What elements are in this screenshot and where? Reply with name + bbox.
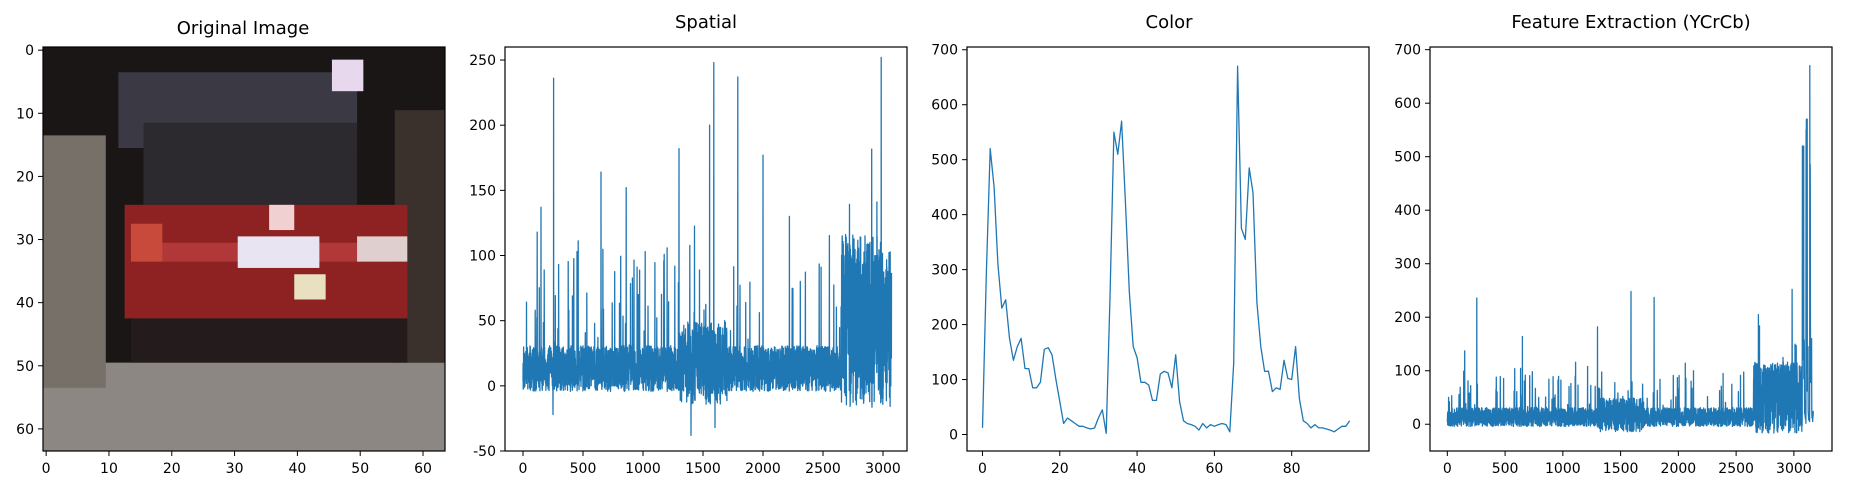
feature-y-tick-label: 400 xyxy=(1394,203,1421,219)
image-frame xyxy=(42,46,446,452)
feature-series-line xyxy=(1446,65,1814,434)
color-y-tick-label: 100 xyxy=(931,373,958,389)
color-y-tick-label: 0 xyxy=(949,428,958,444)
spatial-axes-frame xyxy=(504,46,908,452)
feature-y-tick-label: 100 xyxy=(1394,364,1421,380)
image-rear-window xyxy=(143,122,358,205)
image-y-tick-label: 10 xyxy=(16,106,34,122)
feature-y-tick-label: 500 xyxy=(1394,150,1421,166)
image-road xyxy=(43,362,445,451)
image-left-taillight xyxy=(130,223,163,262)
image-license-plate xyxy=(237,236,320,268)
car-thumbnail xyxy=(43,47,445,451)
spatial-y-tick-label: 150 xyxy=(469,183,496,199)
image-top-glare xyxy=(331,59,364,92)
spatial-x-tick-label: 2500 xyxy=(805,461,841,477)
spatial-y-tick-label: 250 xyxy=(469,53,496,69)
color-y-tick-label: 700 xyxy=(931,43,958,59)
image-axis-ticks: 0 10 20 30 40 50 60 0 10 20 30 40 50 60 xyxy=(16,43,432,477)
image-y-tick-label: 50 xyxy=(16,359,34,375)
image-bumper xyxy=(130,318,408,363)
image-y-tick-label: 0 xyxy=(25,43,34,59)
spatial-plot: 0 500 1000 1500 2000 2500 3000 -50 0 50 100 150 200 2… xyxy=(469,46,908,477)
feature-x-tick-label: 1500 xyxy=(1603,461,1639,477)
image-x-tick-label: 60 xyxy=(414,461,432,477)
spatial-x-tick-label: 1500 xyxy=(685,461,721,477)
feature-x-tick-label: 3000 xyxy=(1776,461,1812,477)
panel-feature-extraction: Feature Extraction (YCrCb) 0 500 1000 1500 2… xyxy=(1394,12,1833,477)
feature-y-tick-label: 200 xyxy=(1394,310,1421,326)
feature-axes-frame xyxy=(1429,46,1833,452)
panel-title-original-image: Original Image xyxy=(177,18,310,39)
image-x-tick-label: 10 xyxy=(100,461,118,477)
image-light-reflection xyxy=(269,204,295,231)
color-y-tick-label: 200 xyxy=(931,318,958,334)
panel-title-spatial: Spatial xyxy=(675,12,737,33)
color-y-tick-label: 600 xyxy=(931,98,958,114)
feature-x-tick-label: 0 xyxy=(1443,461,1452,477)
image-right-taillight xyxy=(357,236,408,262)
color-x-tick-label: 20 xyxy=(1051,461,1069,477)
panel-original-image: Original Image 0 10 20 30 40 50 60 0 10 20 30 40 50 6… xyxy=(16,18,446,477)
image-lower-glare xyxy=(294,274,326,300)
spatial-y-tick-label: 50 xyxy=(478,314,496,330)
color-y-tick-label: 300 xyxy=(931,263,958,279)
feature-x-tick-label: 500 xyxy=(1492,461,1519,477)
color-x-tick-label: 40 xyxy=(1128,461,1146,477)
feature-y-tick-label: 600 xyxy=(1394,96,1421,112)
spatial-series-line xyxy=(522,56,893,437)
feature-y-tick-label: 700 xyxy=(1394,43,1421,59)
spatial-x-tick-label: 0 xyxy=(519,461,528,477)
spatial-y-tick-label: 200 xyxy=(469,118,496,134)
feature-y-tick-label: 0 xyxy=(1412,417,1421,433)
image-x-tick-label: 0 xyxy=(42,461,51,477)
image-left-bg xyxy=(43,135,106,388)
image-x-tick-label: 40 xyxy=(288,461,306,477)
spatial-x-tick-label: 3000 xyxy=(865,461,901,477)
feature-x-tick-label: 2000 xyxy=(1661,461,1697,477)
image-y-tick-label: 40 xyxy=(16,296,34,312)
image-y-tick-label: 30 xyxy=(16,233,34,249)
panel-title-color: Color xyxy=(1146,12,1194,33)
color-series-line xyxy=(981,65,1351,435)
image-y-tick-label: 60 xyxy=(16,422,34,438)
spatial-y-tick-label: 0 xyxy=(487,379,496,395)
spatial-x-tick-label: 2000 xyxy=(745,461,781,477)
color-x-tick-label: 80 xyxy=(1283,461,1301,477)
color-axes-frame xyxy=(966,46,1370,452)
spatial-x-tick-label: 1000 xyxy=(625,461,661,477)
color-y-tick-label: 400 xyxy=(931,208,958,224)
image-x-tick-label: 50 xyxy=(351,461,369,477)
feature-x-tick-label: 2500 xyxy=(1718,461,1754,477)
color-x-tick-label: 60 xyxy=(1205,461,1223,477)
color-plot: 0 20 40 60 80 0 100 200 300 400 500 600 700 xyxy=(931,43,1370,477)
panel-title-feature-extraction: Feature Extraction (YCrCb) xyxy=(1511,12,1750,33)
image-x-tick-label: 20 xyxy=(163,461,181,477)
spatial-y-tick-label: 100 xyxy=(469,249,496,265)
color-y-tick-label: 500 xyxy=(931,153,958,169)
feature-x-tick-label: 1000 xyxy=(1545,461,1581,477)
feature-y-tick-label: 300 xyxy=(1394,257,1421,273)
image-y-tick-label: 20 xyxy=(16,169,34,185)
panel-spatial: Spatial 0 500 1000 1500 2000 2500 3000 -50 0 50 10… xyxy=(469,12,908,477)
color-x-tick-label: 0 xyxy=(978,461,987,477)
spatial-x-tick-label: 500 xyxy=(570,461,597,477)
feature-extraction-plot: 0 500 1000 1500 2000 2500 3000 0 100 200 300 400 500… xyxy=(1394,43,1833,477)
spatial-y-tick-label: -50 xyxy=(473,444,496,460)
image-x-tick-label: 30 xyxy=(226,461,244,477)
panel-color: Color 0 20 40 60 80 0 100 200 300 400 500 600 700 xyxy=(931,12,1370,477)
